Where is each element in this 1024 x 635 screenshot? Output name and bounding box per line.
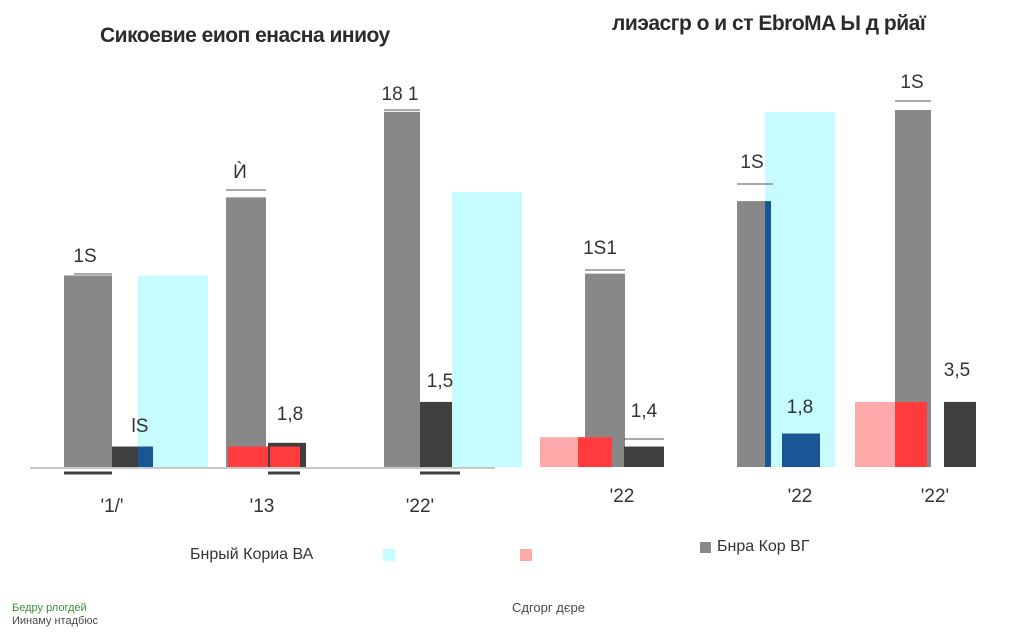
right-bar-red-3 <box>895 401 927 467</box>
right-data-label-4: 1,8 <box>787 397 813 418</box>
legend-swatch-pink <box>520 549 532 561</box>
source-note-left-2: Иинаму нтадбюс <box>12 615 99 627</box>
left-x-tick-1: '1/' <box>100 496 123 517</box>
left-data-label-1: 1Ѕ <box>73 246 96 267</box>
left-bar-blue-1 <box>138 446 153 467</box>
source-note-left: Бедру рлогдей <box>12 602 87 614</box>
left-legend-text: Бнрый Кориа ВА <box>190 546 314 563</box>
left-legend: Бнрый Кориа ВА <box>190 546 313 564</box>
right-bar-blue-edge-2 <box>765 201 771 467</box>
left-bar-cyan-3 <box>452 191 522 467</box>
left-bar-cyan-1 <box>138 275 208 467</box>
right-x-tick-1: '22 <box>610 486 635 507</box>
left-data-label-4: 1,8 <box>277 404 303 425</box>
right-x-tick-2: '22 <box>788 486 813 507</box>
left-bar-gray-3 <box>384 111 420 467</box>
left-data-label-3: lЅ <box>132 416 149 437</box>
right-data-label-2: 1,4 <box>631 401 658 422</box>
legend-swatch-cyan <box>383 549 395 561</box>
right-legend: Бнра Кор ВГ <box>700 538 809 556</box>
right-bar-cyan-2 <box>765 111 835 467</box>
left-bar-red2-2 <box>270 446 300 467</box>
right-data-label-5: 1Ѕ <box>900 72 923 93</box>
right-x-tick-3: '22' <box>921 486 949 507</box>
left-data-label-6: 1,5 <box>427 371 453 392</box>
left-data-label-2: Ѝ <box>233 162 247 183</box>
right-bar-dark-3 <box>944 401 976 467</box>
left-chart-title: Сикоевие еиоп енасна иниоу <box>100 24 390 47</box>
left-bar-gray-2 <box>226 197 266 467</box>
right-data-label-3: 1Ѕ <box>740 152 763 173</box>
left-data-label-5: 18 1 <box>382 84 419 105</box>
right-bar-gray-1 <box>585 273 625 467</box>
source-note-right: Сдгорг дєре <box>512 600 585 615</box>
right-data-label-6: 3,5 <box>944 360 970 381</box>
left-x-tick-2: '13 <box>250 496 275 517</box>
right-bar-dark-1 <box>624 446 664 467</box>
left-bar-red-2 <box>228 446 268 467</box>
right-bar-red-1 <box>578 437 612 467</box>
right-bar-blue-2 <box>782 433 820 467</box>
right-legend-text: Бнра Кор ВГ <box>717 538 810 555</box>
left-bar-gray-1 <box>64 275 112 467</box>
right-chart-title: лиэасгр о и ст EbroMA Ы д рйаї <box>612 12 926 35</box>
left-x-tick-3: '22' <box>406 496 434 517</box>
legend-swatch-gray <box>700 541 711 553</box>
right-data-label-1: 1Ѕ1 <box>583 238 617 259</box>
